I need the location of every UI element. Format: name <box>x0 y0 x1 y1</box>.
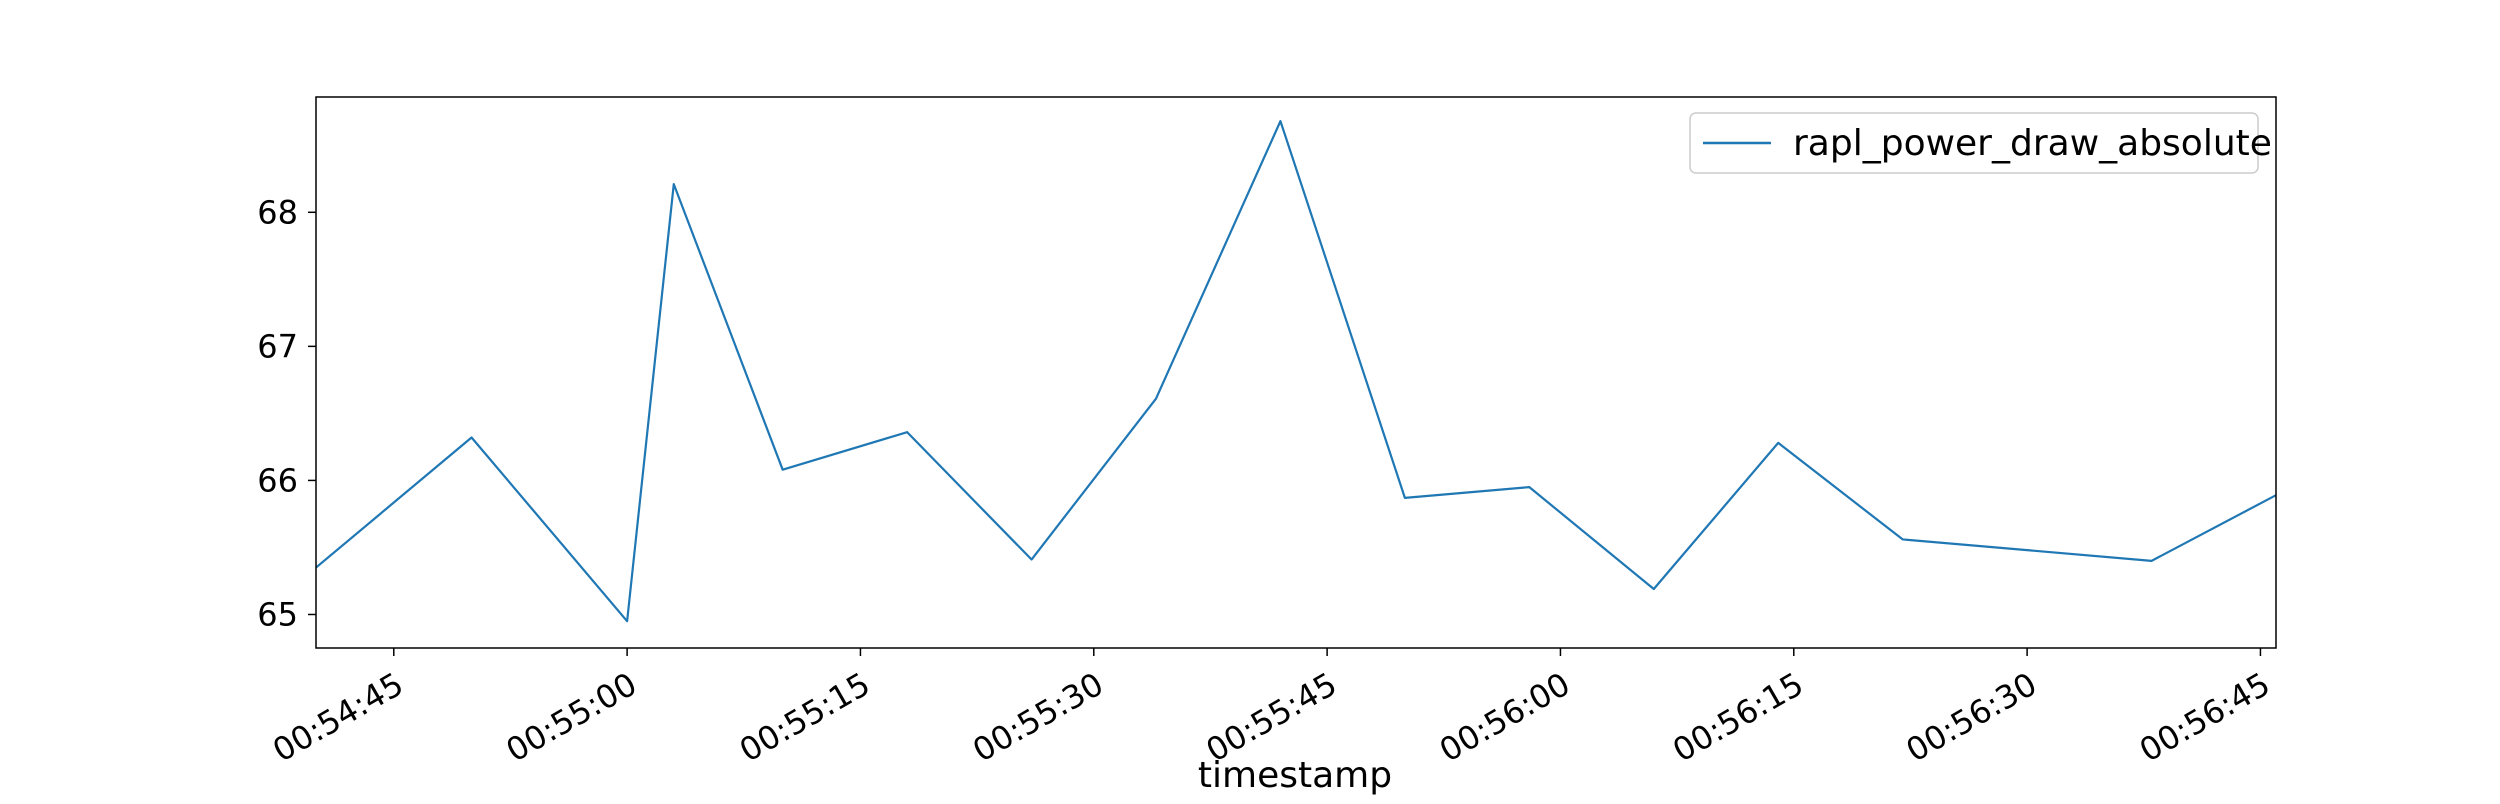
axes: 65 66 67 68 00:54:45 00:55:00 00:55:15 00:55:30… <box>257 96 2277 770</box>
y-tick-label: 68 <box>257 193 298 231</box>
axes-frame <box>315 96 2277 649</box>
x-tick-label: 00:56:30 <box>1900 665 2043 770</box>
x-tick-label: 00:56:00 <box>1433 665 1576 770</box>
x-tick-label: 00:56:45 <box>2133 665 2276 770</box>
y-tick-label: 65 <box>257 595 298 633</box>
x-tick-label: 00:55:45 <box>1200 665 1343 770</box>
x-tick-label: 00:54:45 <box>266 665 409 770</box>
y-tick-label: 66 <box>257 461 298 499</box>
legend-box <box>1689 112 2259 174</box>
series-line <box>315 120 2277 623</box>
x-tick-label: 00:55:00 <box>500 665 643 770</box>
legend: rapl_power_draw_absolute <box>1689 112 2272 174</box>
legend-label: rapl_power_draw_absolute <box>1793 123 2272 164</box>
x-tick-label: 00:55:30 <box>966 665 1109 770</box>
x-axis-label: timestamp <box>1198 755 1392 796</box>
x-tick-label: 00:56:15 <box>1666 665 1809 770</box>
plot-area <box>315 120 2277 623</box>
y-tick-label: 67 <box>257 327 298 365</box>
x-tick-label: 00:55:15 <box>733 665 876 770</box>
